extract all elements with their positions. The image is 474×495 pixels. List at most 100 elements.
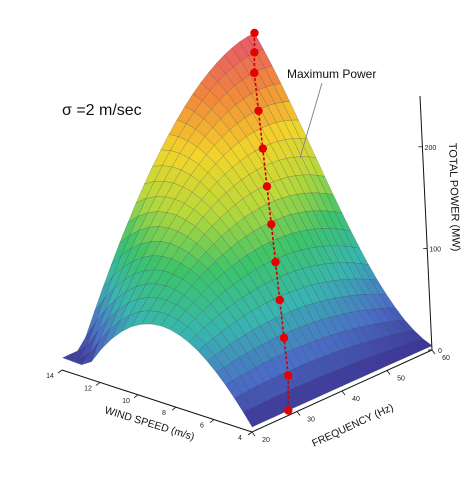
surface-patch bbox=[148, 211, 168, 228]
surface-patch bbox=[309, 358, 327, 378]
surface-patch bbox=[76, 321, 97, 352]
surface-patch bbox=[304, 303, 322, 323]
surface-patch bbox=[265, 397, 283, 418]
x-tick-label: 4 bbox=[238, 435, 242, 442]
y-tick-mark bbox=[386, 370, 391, 375]
surface-patch bbox=[316, 355, 334, 375]
surface-patch bbox=[168, 304, 187, 321]
surface-patch bbox=[120, 229, 141, 257]
surface-patch bbox=[334, 211, 352, 232]
surface-patch bbox=[296, 193, 314, 212]
max-power-point bbox=[250, 28, 259, 38]
surface-patch bbox=[266, 298, 284, 319]
annotation-leader-line bbox=[299, 82, 323, 159]
surface-patch bbox=[295, 174, 312, 194]
x-tick-mark bbox=[171, 406, 177, 411]
surface-patch bbox=[209, 81, 228, 101]
surface-patch bbox=[314, 228, 331, 247]
surface-patch bbox=[168, 119, 187, 137]
surface-patch bbox=[127, 283, 147, 304]
max-power-point bbox=[271, 257, 280, 267]
z-axis-line bbox=[419, 95, 433, 351]
surface-patch bbox=[255, 48, 273, 69]
surface-patch bbox=[225, 185, 244, 206]
max-power-point bbox=[275, 295, 284, 305]
ticks: 14 12 10 8 6 4 20 30 40 50 600 100 200 bbox=[46, 145, 450, 444]
max-power-point bbox=[279, 333, 289, 343]
surface-patch bbox=[141, 310, 160, 325]
surface-patch bbox=[101, 320, 121, 350]
surface-patch bbox=[261, 340, 279, 361]
surface-patch bbox=[268, 122, 286, 142]
surface-patch bbox=[407, 340, 426, 353]
surface-patch bbox=[240, 273, 258, 294]
surface-patch bbox=[308, 246, 326, 266]
surface-patch bbox=[130, 226, 150, 249]
surface-patch bbox=[284, 233, 302, 253]
surface-patch bbox=[400, 343, 418, 356]
surface-patch bbox=[267, 103, 285, 123]
surface-patch bbox=[285, 251, 303, 272]
y-tick-label: 20 bbox=[262, 437, 270, 444]
surface-patch bbox=[97, 298, 117, 331]
y-tick-label: 50 bbox=[397, 376, 405, 383]
surface bbox=[61, 32, 433, 428]
sigma-label: σ =2 m/sec bbox=[62, 102, 142, 119]
y-tick-label: 40 bbox=[352, 396, 360, 403]
x-tick-mark bbox=[209, 419, 215, 423]
surface-patch bbox=[196, 136, 215, 155]
surface-patch bbox=[145, 269, 165, 285]
surface-patch bbox=[168, 214, 187, 232]
surface-patch bbox=[292, 346, 310, 366]
surface-patch bbox=[147, 196, 166, 214]
surface-patch bbox=[250, 404, 268, 424]
y-tick-label: 60 bbox=[442, 355, 450, 362]
surface-patch bbox=[282, 311, 300, 331]
surface-patch bbox=[118, 215, 139, 245]
surface-patch bbox=[164, 273, 183, 290]
y-tick-mark bbox=[431, 349, 436, 355]
y-tick-mark bbox=[341, 390, 346, 396]
max-power-point bbox=[262, 182, 272, 191]
surface-patch bbox=[309, 264, 327, 284]
surface-patch bbox=[109, 302, 129, 329]
surface-patch bbox=[374, 322, 392, 338]
surface-patch bbox=[144, 255, 163, 271]
surface-patch bbox=[228, 320, 246, 340]
surface-patch bbox=[296, 287, 314, 307]
surface-patch bbox=[217, 290, 236, 309]
x-tick-label: 8 bbox=[162, 410, 166, 417]
surface-patch bbox=[347, 278, 365, 296]
surface-patch bbox=[211, 314, 229, 333]
surface-patch bbox=[317, 374, 336, 394]
surface-patch bbox=[153, 165, 173, 182]
x-axis-label: WIND SPEED (m/s) bbox=[103, 404, 196, 443]
surface-patch bbox=[193, 199, 212, 218]
surface-patch bbox=[372, 308, 391, 323]
surface-patch bbox=[290, 212, 308, 232]
surface-patch bbox=[278, 254, 296, 275]
y-tick-label: 30 bbox=[307, 417, 315, 424]
surface-patch bbox=[242, 408, 261, 428]
surface-patch bbox=[288, 387, 306, 407]
surface-patch bbox=[135, 269, 155, 287]
surface-patch bbox=[349, 294, 367, 312]
x-tick-label: 12 bbox=[84, 385, 92, 392]
surface-patch bbox=[310, 283, 328, 302]
surface-patch bbox=[265, 84, 283, 104]
surface-patch bbox=[221, 229, 239, 249]
surface-patch bbox=[328, 315, 346, 334]
surface-patch bbox=[342, 295, 359, 313]
surface-patch bbox=[250, 188, 268, 209]
surface-patch bbox=[139, 297, 158, 312]
surface-patch bbox=[222, 247, 240, 267]
x-axis-line bbox=[61, 369, 253, 433]
z-axis-label: TOTAL POWER (MW) bbox=[446, 143, 462, 252]
surface-patch bbox=[264, 65, 282, 86]
surface-patch bbox=[176, 294, 194, 312]
z-tick-label: 0 bbox=[438, 348, 442, 355]
surface-patch bbox=[187, 128, 206, 148]
surface-patch bbox=[129, 212, 149, 237]
surface-patch bbox=[232, 160, 250, 181]
